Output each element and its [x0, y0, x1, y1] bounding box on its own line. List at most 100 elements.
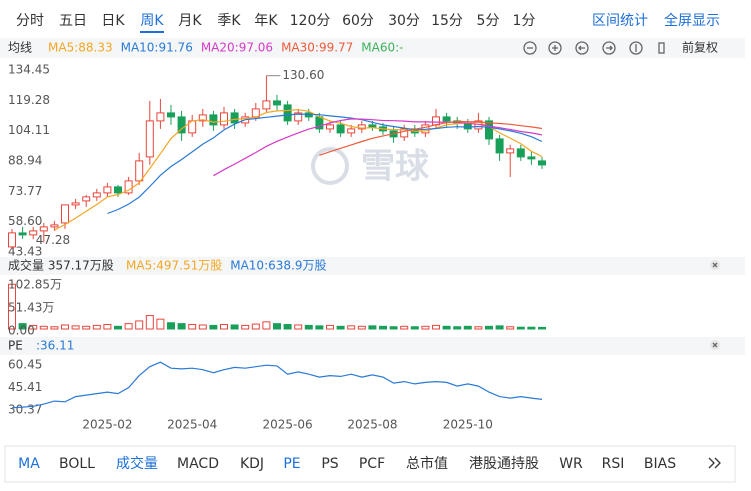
y-tick-label: 102.85万	[8, 277, 62, 291]
adjust-label[interactable]: 前复权	[682, 40, 718, 55]
volume-bar	[198, 324, 207, 330]
indicator-tab[interactable]: WR	[559, 456, 583, 472]
high-label: 130.60	[282, 68, 324, 82]
candle-body	[135, 160, 144, 182]
period-tab[interactable]: 月K	[178, 13, 202, 29]
volume-bar	[135, 320, 144, 330]
legend-title: 均线	[8, 41, 32, 55]
volume-bar	[516, 326, 525, 330]
indicator-tab[interactable]: RSI	[602, 456, 625, 472]
volume-bar	[485, 325, 493, 330]
candle-body	[29, 230, 38, 236]
candle-body	[114, 186, 122, 194]
candle-body	[209, 114, 218, 126]
period-tab[interactable]: 五日	[59, 13, 87, 29]
volume-bar	[538, 326, 546, 330]
candle-body	[495, 138, 504, 154]
volume-bar	[368, 325, 377, 330]
period-tab[interactable]: 1分	[513, 13, 536, 29]
panel-value: :36.11	[36, 339, 74, 353]
candle-body	[538, 160, 546, 166]
volume-bar	[114, 325, 122, 330]
volume-bar	[39, 325, 48, 330]
candle-body	[400, 128, 409, 138]
x-tick-label: 2025-02	[82, 418, 132, 432]
watermark: 雪球	[361, 147, 430, 187]
volume-bar	[304, 324, 313, 330]
period-tab[interactable]: 季K	[217, 13, 241, 29]
candle-body	[156, 112, 165, 122]
candle-body	[167, 112, 175, 118]
candle-body	[82, 196, 91, 202]
volume-bar	[315, 325, 324, 330]
candle-body	[326, 124, 334, 130]
indicator-tab[interactable]: MACD	[177, 456, 219, 472]
candle-body	[230, 112, 239, 124]
volume-bar	[124, 323, 133, 330]
volume-bar	[474, 326, 483, 330]
y-tick-label: 51.43万	[8, 300, 54, 314]
candle-body	[442, 116, 451, 122]
y-tick-label: 60.45	[8, 358, 42, 372]
volume-bar	[379, 325, 387, 330]
volume-bar	[389, 326, 398, 330]
candle-body	[516, 148, 525, 158]
volume-bar	[432, 324, 440, 330]
volume-bar	[92, 324, 101, 330]
period-tab[interactable]: 60分	[342, 13, 374, 29]
candle-body	[294, 112, 303, 122]
period-tab[interactable]: 120分	[290, 13, 331, 29]
candle-body	[103, 186, 112, 194]
action-button[interactable]: 区间统计	[592, 13, 648, 29]
candle-body	[527, 156, 536, 160]
action-button[interactable]: 全屏显示	[664, 12, 720, 29]
candle-body	[177, 116, 186, 134]
volume-bar	[50, 326, 59, 330]
volume-bar	[336, 325, 345, 330]
candle-body	[18, 232, 27, 236]
indicator-bar	[4, 445, 736, 483]
y-tick-label: 104.11	[8, 123, 50, 137]
period-tab[interactable]: 年K	[254, 13, 278, 29]
volume-bar	[209, 324, 218, 330]
volume-bar	[251, 323, 260, 330]
y-tick-label: 0.00	[8, 324, 35, 338]
indicator-tab[interactable]: PE	[283, 456, 300, 472]
indicator-tab[interactable]: BOLL	[59, 456, 95, 472]
candle-body	[50, 224, 59, 228]
indicator-tab[interactable]: 总市值	[406, 455, 448, 472]
candle-body	[92, 192, 101, 198]
indicator-tab[interactable]: MA	[18, 456, 40, 472]
indicator-tab[interactable]: 成交量	[116, 455, 158, 472]
period-tab[interactable]: 15分	[431, 13, 463, 29]
indicator-tab[interactable]: 港股通持股	[469, 456, 539, 472]
volume-bar	[527, 326, 536, 330]
pe-line	[11, 361, 543, 409]
candle-body	[198, 114, 207, 122]
indicator-tab[interactable]: BIAS	[644, 456, 676, 472]
period-tab[interactable]: 30分	[388, 13, 420, 29]
y-tick-label: 43.43	[8, 245, 42, 259]
volume-bar	[273, 323, 281, 330]
period-tab[interactable]: 5分	[477, 13, 500, 29]
y-tick-label: 119.28	[8, 93, 50, 107]
candle-body	[283, 104, 292, 122]
volume-bar	[262, 321, 271, 330]
volume-bar	[82, 325, 91, 330]
volume-bar	[18, 323, 27, 330]
indicator-tab[interactable]: PS	[321, 456, 338, 472]
indicator-tab[interactable]: KDJ	[240, 456, 264, 472]
volume-bar	[283, 324, 292, 330]
candle-body	[145, 120, 154, 158]
period-tab[interactable]: 周K	[140, 13, 164, 29]
ma-line	[54, 109, 543, 231]
low-label: 47.28	[36, 233, 70, 247]
volume-bar	[71, 325, 80, 330]
y-tick-label: 30.37	[8, 403, 42, 417]
volume-bar	[326, 324, 334, 330]
period-tab[interactable]: 分时	[16, 13, 44, 29]
volume-bar	[29, 324, 38, 330]
volume-band	[0, 257, 745, 275]
period-tab[interactable]: 日K	[101, 13, 125, 29]
indicator-tab[interactable]: PCF	[359, 456, 385, 472]
